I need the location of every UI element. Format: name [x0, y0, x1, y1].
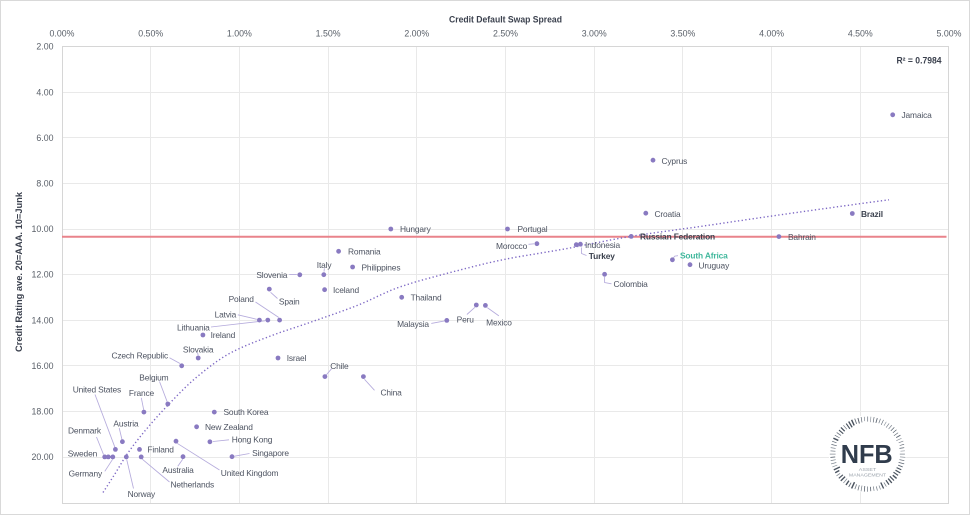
svg-text:R² = 0.7984: R² = 0.7984: [897, 56, 942, 66]
svg-text:Romania: Romania: [348, 246, 381, 256]
svg-text:Brazil: Brazil: [861, 209, 883, 219]
svg-text:Sweden: Sweden: [68, 449, 98, 459]
svg-text:Malaysia: Malaysia: [397, 319, 429, 329]
svg-text:0.00%: 0.00%: [50, 29, 75, 39]
svg-text:Croatia: Croatia: [655, 209, 681, 219]
svg-text:Netherlands: Netherlands: [171, 479, 215, 489]
svg-text:Hungary: Hungary: [400, 224, 432, 234]
svg-text:20.00: 20.00: [31, 452, 53, 462]
svg-text:Poland: Poland: [229, 294, 255, 304]
svg-text:Russian Federation: Russian Federation: [640, 232, 715, 242]
svg-text:2.00%: 2.00%: [404, 29, 429, 39]
svg-text:Uruguay: Uruguay: [699, 261, 731, 271]
svg-text:Latvia: Latvia: [215, 310, 237, 320]
svg-text:Credit Rating ave. 20=AAA. 10=: Credit Rating ave. 20=AAA. 10=Junk: [14, 191, 24, 352]
svg-text:Slovakia: Slovakia: [183, 344, 214, 354]
svg-text:Ireland: Ireland: [211, 330, 236, 340]
svg-text:Germany: Germany: [69, 468, 103, 478]
svg-text:Australia: Australia: [162, 465, 194, 475]
svg-text:Singapore: Singapore: [252, 448, 289, 458]
svg-text:3.00%: 3.00%: [582, 29, 607, 39]
svg-text:6.00: 6.00: [36, 133, 53, 143]
svg-text:Czech Republic: Czech Republic: [111, 351, 168, 361]
svg-text:Israel: Israel: [287, 353, 307, 363]
svg-text:Credit Default Swap Spread: Credit Default Swap Spread: [449, 15, 562, 26]
svg-text:United Kingdom: United Kingdom: [221, 468, 279, 478]
svg-text:Lithuania: Lithuania: [177, 322, 210, 332]
svg-text:Hong Kong: Hong Kong: [232, 435, 273, 445]
svg-text:South Africa: South Africa: [680, 251, 728, 261]
svg-text:14.00: 14.00: [31, 315, 53, 325]
svg-text:Cyprus: Cyprus: [662, 156, 688, 166]
svg-text:Spain: Spain: [279, 297, 300, 307]
svg-text:2.00: 2.00: [36, 42, 53, 52]
svg-text:16.00: 16.00: [31, 361, 53, 371]
svg-text:Denmark: Denmark: [68, 425, 102, 435]
svg-text:8.00: 8.00: [36, 179, 53, 189]
svg-text:5.00%: 5.00%: [937, 29, 962, 39]
svg-text:Turkey: Turkey: [589, 251, 615, 261]
svg-text:MANAGEMENT: MANAGEMENT: [849, 473, 886, 479]
svg-text:1.00%: 1.00%: [227, 29, 252, 39]
svg-text:South Korea: South Korea: [224, 407, 269, 417]
svg-text:2.50%: 2.50%: [493, 29, 518, 39]
svg-text:NFB: NFB: [841, 439, 893, 469]
svg-text:10.00: 10.00: [31, 224, 53, 234]
svg-text:Morocco: Morocco: [496, 241, 528, 251]
svg-text:ASSET: ASSET: [859, 467, 876, 473]
svg-text:Austria: Austria: [113, 418, 139, 428]
svg-text:Jamaica: Jamaica: [902, 110, 933, 120]
svg-text:Philippines: Philippines: [362, 262, 401, 272]
svg-text:Chile: Chile: [330, 361, 349, 371]
svg-text:Mexico: Mexico: [486, 317, 512, 327]
svg-text:China: China: [381, 388, 403, 398]
svg-text:Norway: Norway: [128, 489, 156, 499]
svg-text:New Zealand: New Zealand: [205, 422, 253, 432]
svg-text:Italy: Italy: [317, 260, 333, 270]
svg-text:4.00%: 4.00%: [759, 29, 784, 39]
svg-text:4.50%: 4.50%: [848, 29, 873, 39]
svg-text:0.50%: 0.50%: [138, 29, 163, 39]
svg-text:United States: United States: [73, 385, 121, 395]
svg-text:Iceland: Iceland: [333, 285, 359, 295]
svg-text:3.50%: 3.50%: [670, 29, 695, 39]
svg-text:Colombia: Colombia: [614, 279, 649, 289]
svg-text:Peru: Peru: [457, 314, 475, 324]
svg-text:4.00: 4.00: [36, 87, 53, 97]
svg-text:Slovenia: Slovenia: [256, 270, 287, 280]
svg-text:12.00: 12.00: [31, 270, 53, 280]
svg-text:Bahrain: Bahrain: [788, 232, 816, 242]
svg-text:Indonesia: Indonesia: [585, 240, 620, 250]
svg-text:Portugal: Portugal: [518, 224, 548, 234]
svg-text:18.00: 18.00: [31, 407, 53, 417]
svg-text:France: France: [129, 388, 155, 398]
svg-text:1.50%: 1.50%: [316, 29, 341, 39]
svg-text:Belgium: Belgium: [139, 372, 168, 382]
svg-text:Finland: Finland: [147, 445, 174, 455]
svg-text:Thailand: Thailand: [411, 293, 442, 303]
